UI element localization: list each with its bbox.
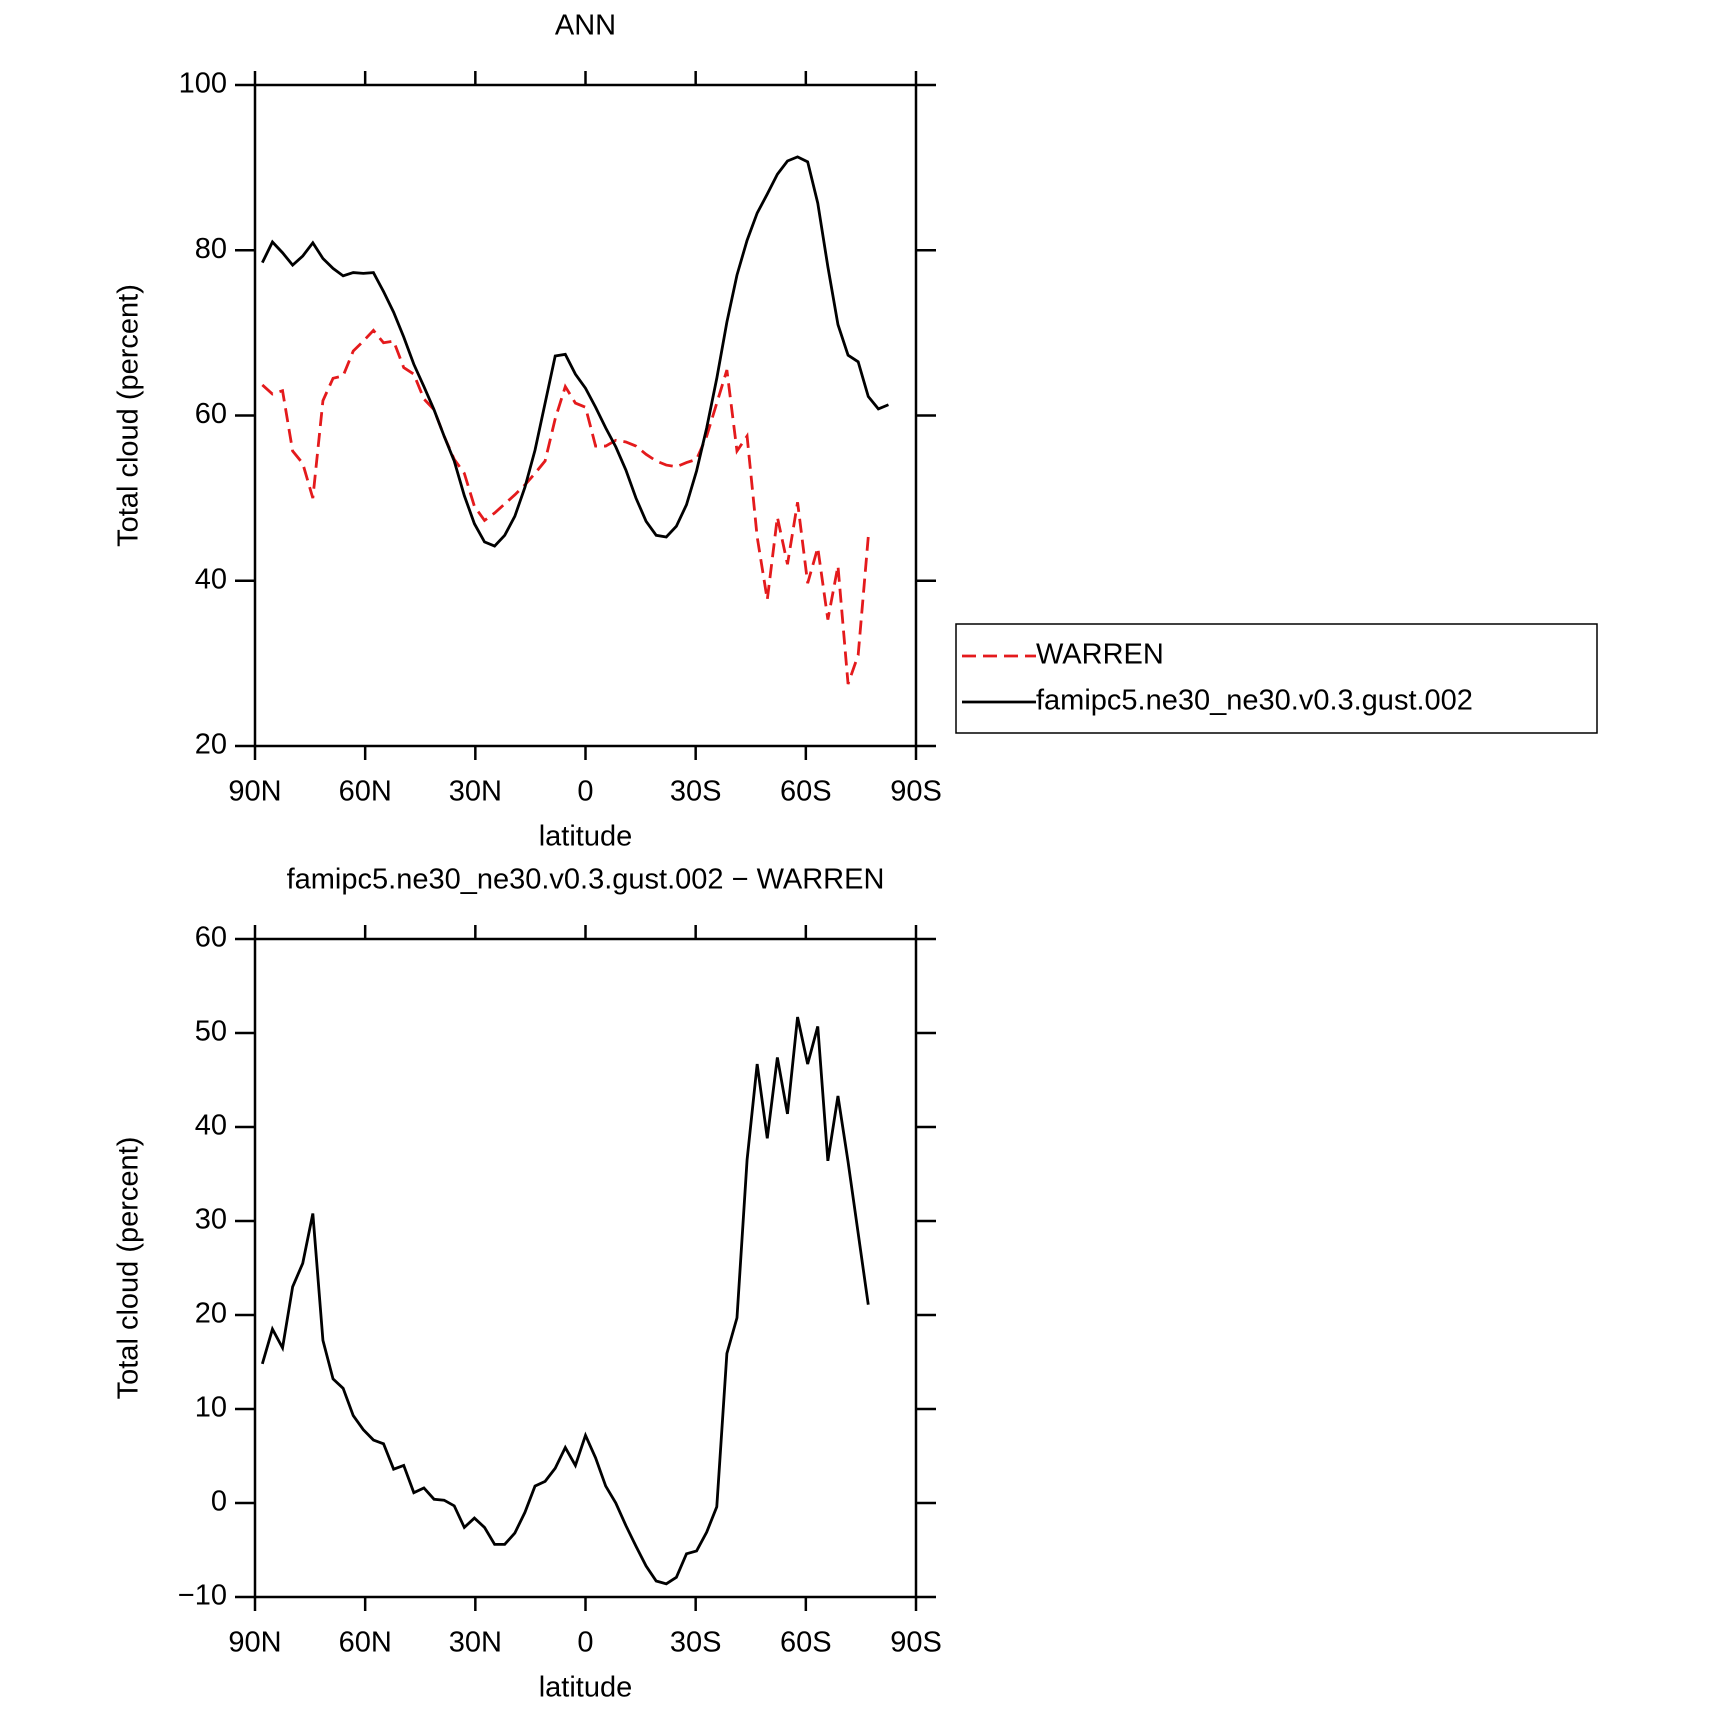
x-tick-label: 0 <box>577 1627 593 1659</box>
y-tick-label: 50 <box>195 1016 227 1048</box>
x-tick-label: 30N <box>449 776 502 808</box>
x-tick-label: 60N <box>339 776 392 808</box>
y-axis-label: Total cloud (percent) <box>113 284 145 547</box>
x-tick-label: 90N <box>228 776 281 808</box>
chart-title: ANN <box>555 10 616 42</box>
x-tick-label: 30S <box>670 776 722 808</box>
y-tick-label: 20 <box>195 1298 227 1330</box>
x-tick-label: 60S <box>780 776 832 808</box>
y-tick-label: −10 <box>178 1580 227 1612</box>
x-tick-label: 0 <box>577 776 593 808</box>
plot-frame <box>253 937 918 1599</box>
x-tick-label: 60S <box>780 1627 832 1659</box>
x-axis-label: latitude <box>539 1672 633 1704</box>
x-tick-label: 30S <box>670 1627 722 1659</box>
y-tick-label: 60 <box>195 398 227 430</box>
y-tick-label: 80 <box>195 233 227 265</box>
data-line <box>261 155 889 548</box>
y-axis-label: Total cloud (percent) <box>113 1137 145 1400</box>
legend-label: WARREN <box>1036 639 1164 671</box>
x-tick-label: 90S <box>890 1627 942 1659</box>
y-tick-label: 40 <box>195 1110 227 1142</box>
legend-label: famipc5.ne30_ne30.v0.3.gust.002 <box>1036 685 1473 717</box>
data-line <box>261 328 870 685</box>
y-tick-label: 0 <box>211 1486 227 1518</box>
y-tick-label: 100 <box>179 68 227 100</box>
y-tick-label: 20 <box>195 729 227 761</box>
data-line <box>260 1016 870 1586</box>
y-tick-label: 10 <box>195 1392 227 1424</box>
chart-title: famipc5.ne30_ne30.v0.3.gust.002 − WARREN <box>287 864 885 896</box>
y-tick-label: 60 <box>195 922 227 954</box>
x-axis-label: latitude <box>539 821 633 853</box>
y-tick-label: 30 <box>195 1204 227 1236</box>
plot-frame <box>253 83 918 748</box>
x-tick-label: 30N <box>449 1627 502 1659</box>
x-tick-label: 90N <box>228 1627 281 1659</box>
legend-box <box>955 623 1598 734</box>
x-tick-label: 90S <box>890 776 942 808</box>
x-tick-label: 60N <box>339 1627 392 1659</box>
y-tick-label: 40 <box>195 563 227 595</box>
